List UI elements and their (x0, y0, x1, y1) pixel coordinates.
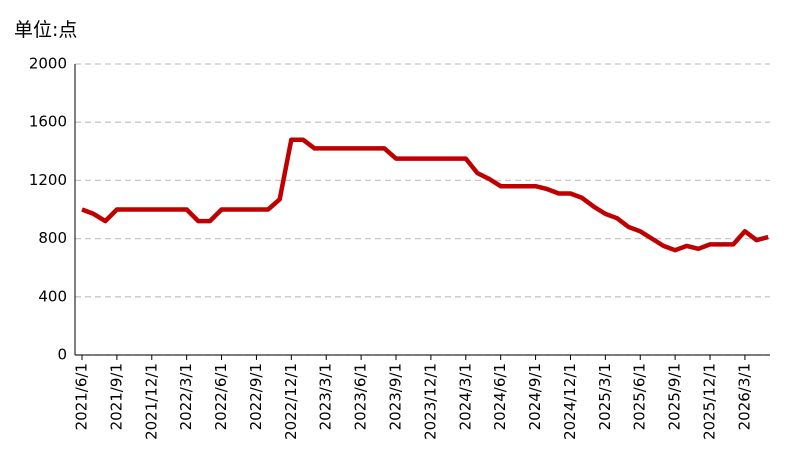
x-tick-label: 2025/6/1 (631, 363, 649, 430)
x-tick-label: 2022/12/1 (282, 363, 300, 440)
x-tick-label: 2023/12/1 (421, 363, 439, 440)
x-tick-label: 2022/3/1 (177, 363, 195, 430)
x-tick-label: 2023/6/1 (352, 363, 370, 430)
x-tick-label: 2025/9/1 (666, 363, 684, 430)
x-tick-label: 2024/12/1 (561, 363, 579, 440)
x-tick-label: 2024/9/1 (526, 363, 544, 430)
x-tick-label: 2023/3/1 (317, 363, 335, 430)
x-tick-label: 2021/12/1 (142, 363, 160, 440)
x-tick-label: 2023/9/1 (387, 363, 405, 430)
x-tick-label: 2022/6/1 (212, 363, 230, 430)
y-tick-label: 400 (38, 287, 67, 305)
y-tick-label: 1600 (29, 113, 67, 131)
y-tick-label: 1200 (29, 171, 67, 189)
x-tick-label: 2024/6/1 (491, 363, 509, 430)
x-tick-label: 2025/12/1 (701, 363, 719, 440)
data-line (81, 137, 769, 253)
x-tick-label: 2021/9/1 (107, 363, 125, 430)
y-tick-label: 2000 (29, 55, 67, 73)
x-tick-label: 2022/9/1 (247, 363, 265, 430)
chart-title: 单位:点 (14, 19, 77, 41)
y-tick-label: 800 (38, 229, 67, 247)
x-tick-label: 2026/3/1 (735, 363, 753, 430)
x-tick-label: 2025/3/1 (596, 363, 614, 430)
x-tick-label: 2021/6/1 (73, 363, 91, 430)
x-tick-label: 2024/3/1 (456, 363, 474, 430)
y-tick-label: 0 (57, 346, 67, 364)
